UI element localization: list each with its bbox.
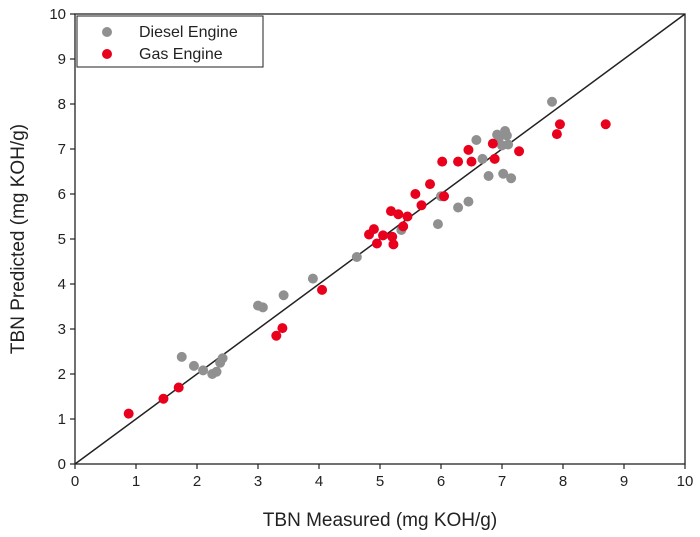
data-points	[123, 96, 611, 419]
y-axis-title: TBN Predicted (mg KOH/g)	[8, 124, 29, 354]
gas-point	[317, 284, 328, 295]
diesel-point	[498, 168, 509, 179]
diesel-point	[217, 353, 228, 364]
diesel-point	[307, 273, 318, 284]
diesel-point	[211, 366, 222, 377]
diesel-point	[432, 219, 443, 230]
legend-marker-diesel	[102, 27, 112, 37]
gas-point	[393, 209, 404, 220]
diesel-point	[501, 130, 512, 141]
diesel-point	[506, 173, 517, 184]
gas-point	[466, 156, 477, 167]
diesel-point	[463, 196, 474, 207]
gas-point	[371, 238, 382, 249]
diesel-point	[453, 202, 464, 213]
gas-point	[463, 144, 474, 155]
gas-point	[487, 138, 498, 149]
diesel-point	[176, 351, 187, 362]
y-tick-label: 2	[58, 366, 66, 383]
y-tick-label: 3	[58, 321, 66, 338]
gas-point	[398, 221, 409, 232]
gas-point	[277, 323, 288, 334]
x-tick-label: 8	[559, 473, 567, 490]
x-tick-label: 4	[315, 473, 323, 490]
x-tick-label: 9	[620, 473, 628, 490]
diesel-point	[351, 252, 362, 262]
y-tick-label: 10	[49, 6, 66, 23]
diesel-point	[198, 365, 209, 376]
y-tick-label: 0	[58, 456, 66, 473]
gas-point	[453, 156, 464, 167]
gas-point	[489, 153, 500, 164]
axis-ticks: 0 1 2 3 4 5 6 7 8 9 10 0 1 2 3 4 5 6 7 8 9 10	[49, 6, 693, 490]
diesel-point	[503, 139, 514, 150]
x-axis-title: TBN Measured (mg KOH/g)	[263, 510, 497, 531]
diesel-point	[278, 290, 289, 301]
x-tick-label: 6	[437, 473, 445, 490]
gas-point	[600, 119, 611, 130]
diesel-point	[188, 360, 199, 371]
gas-point	[439, 191, 450, 202]
gas-point	[410, 189, 421, 199]
gas-point	[402, 211, 413, 222]
gas-point	[123, 408, 134, 419]
gas-point	[388, 239, 399, 250]
y-tick-label: 9	[58, 51, 66, 68]
diesel-point	[471, 135, 482, 145]
x-tick-label: 1	[132, 473, 140, 490]
gas-point	[271, 330, 282, 341]
diesel-point	[547, 96, 558, 107]
gas-point	[378, 230, 389, 241]
y-tick-label: 7	[58, 141, 66, 158]
gas-point	[158, 393, 169, 404]
legend: Diesel Engine Gas Engine	[76, 15, 264, 68]
gas-point	[551, 129, 562, 140]
x-tick-label: 10	[677, 473, 694, 490]
gas-point	[554, 119, 565, 130]
gas-point	[514, 146, 525, 157]
y-tick-label: 5	[58, 231, 66, 248]
x-tick-label: 2	[193, 473, 201, 490]
x-tick-label: 0	[71, 473, 79, 490]
x-tick-label: 3	[254, 473, 262, 490]
diesel-point	[477, 153, 488, 164]
gas-point	[437, 156, 448, 167]
y-tick-label: 6	[58, 186, 66, 203]
gas-point	[425, 179, 436, 190]
y-tick-label: 4	[58, 276, 66, 293]
gas-point	[173, 382, 184, 393]
gas-point	[368, 224, 379, 235]
diesel-point	[483, 171, 494, 181]
x-tick-label: 7	[498, 473, 506, 490]
legend-marker-gas	[102, 49, 112, 59]
y-tick-label: 1	[58, 411, 66, 428]
gas-point	[387, 231, 398, 242]
legend-label-diesel: Diesel Engine	[139, 24, 238, 41]
y-tick-label: 8	[58, 96, 66, 113]
x-tick-label: 5	[376, 473, 384, 490]
diesel-point	[257, 302, 268, 313]
gas-point	[416, 200, 427, 211]
legend-label-gas: Gas Engine	[139, 46, 223, 63]
